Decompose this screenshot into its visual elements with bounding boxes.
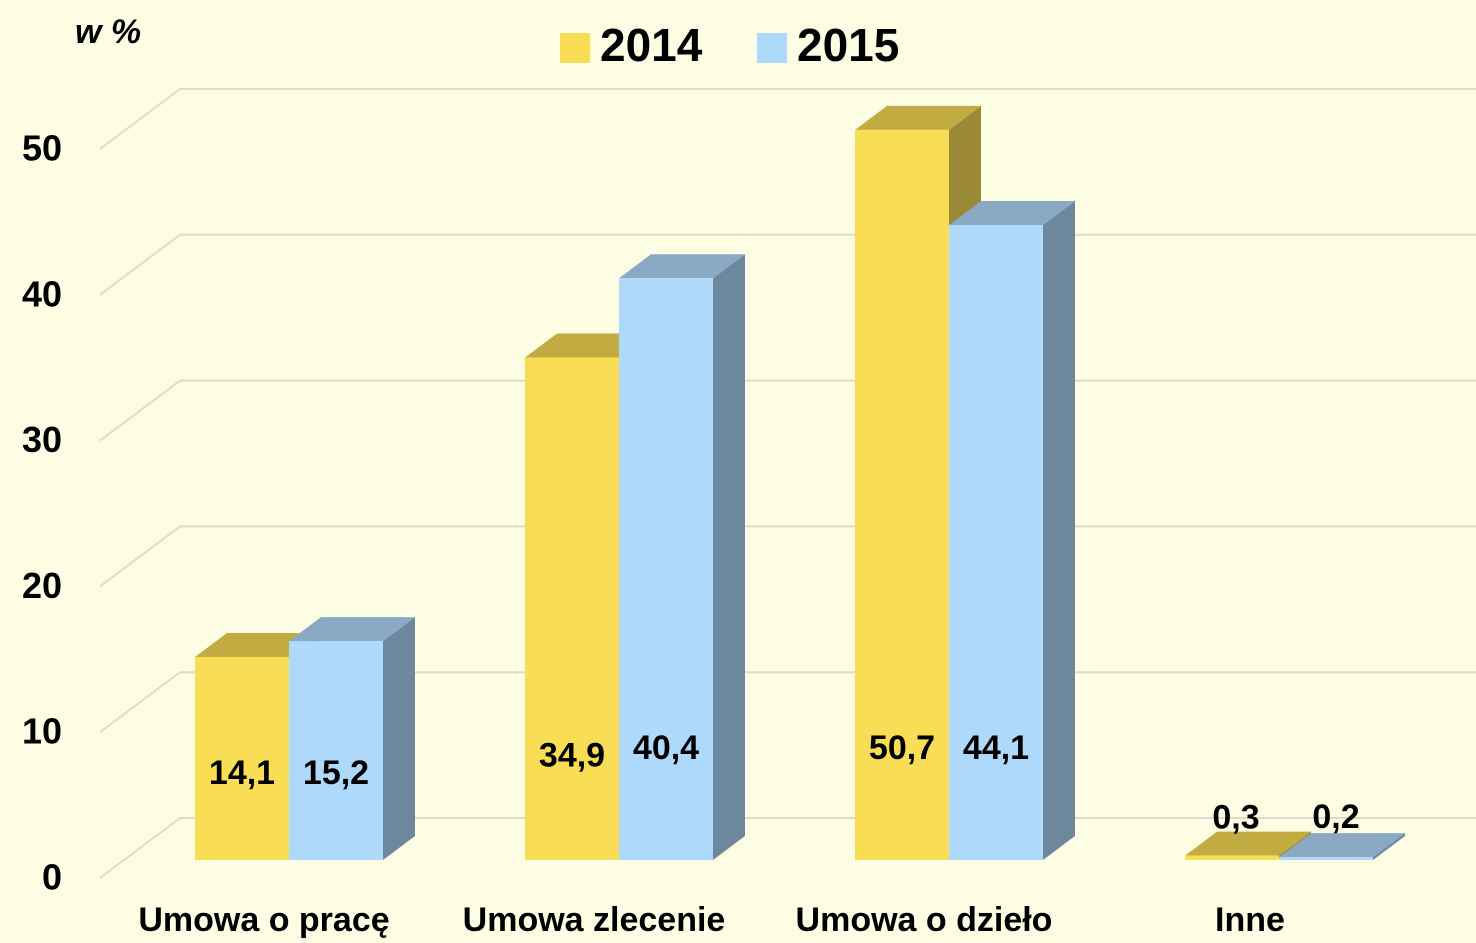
grid-line-side xyxy=(99,525,181,588)
y-tick-label: 20 xyxy=(22,565,62,606)
x-tick-label: Umowa zlecenie xyxy=(463,901,726,939)
grid-line-side xyxy=(99,671,181,734)
bar xyxy=(619,278,713,860)
y-axis-label: w % xyxy=(75,13,141,51)
grid-line-side xyxy=(99,88,181,150)
legend-swatch xyxy=(757,33,787,63)
grid-line-side xyxy=(99,379,181,442)
y-tick-label: 0 xyxy=(42,857,62,898)
y-tick-label: 10 xyxy=(22,711,62,752)
grid-line-side xyxy=(99,817,181,879)
bar-top xyxy=(855,105,981,130)
value-label: 50,7 xyxy=(869,729,935,767)
y-tick-label: 30 xyxy=(22,419,62,460)
legend-label: 2015 xyxy=(797,19,899,71)
value-label: 44,1 xyxy=(963,729,1029,767)
legend-label: 2014 xyxy=(600,19,703,71)
y-tick-label: 50 xyxy=(22,128,62,169)
value-label: 34,9 xyxy=(539,736,605,774)
bar-top xyxy=(619,254,745,279)
bar-top xyxy=(289,617,415,642)
value-label: 14,1 xyxy=(209,754,275,792)
x-tick-label: Umowa o dzieło xyxy=(796,901,1053,939)
grid-line-side xyxy=(99,234,181,296)
bar-side xyxy=(1373,833,1405,860)
bar-top xyxy=(1279,833,1405,858)
value-label: 40,4 xyxy=(633,729,699,767)
bar xyxy=(855,129,949,861)
bar-side xyxy=(383,617,415,860)
bar-top xyxy=(949,200,1075,225)
bar-top xyxy=(1185,831,1311,856)
value-label: 15,2 xyxy=(303,754,369,792)
bar xyxy=(525,357,619,860)
x-tick-label: Inne xyxy=(1215,901,1285,939)
y-tick-label: 40 xyxy=(22,273,62,314)
bar-side xyxy=(713,254,745,861)
bar-side xyxy=(1043,200,1075,860)
bar xyxy=(949,224,1043,860)
x-tick-label: Umowa o pracę xyxy=(138,901,389,939)
value-label: 0,2 xyxy=(1312,798,1359,836)
bar xyxy=(195,656,289,860)
bar xyxy=(289,641,383,860)
value-label: 0,3 xyxy=(1212,799,1259,837)
bar xyxy=(1185,855,1279,860)
bar xyxy=(1279,857,1373,860)
legend-swatch xyxy=(560,33,590,63)
